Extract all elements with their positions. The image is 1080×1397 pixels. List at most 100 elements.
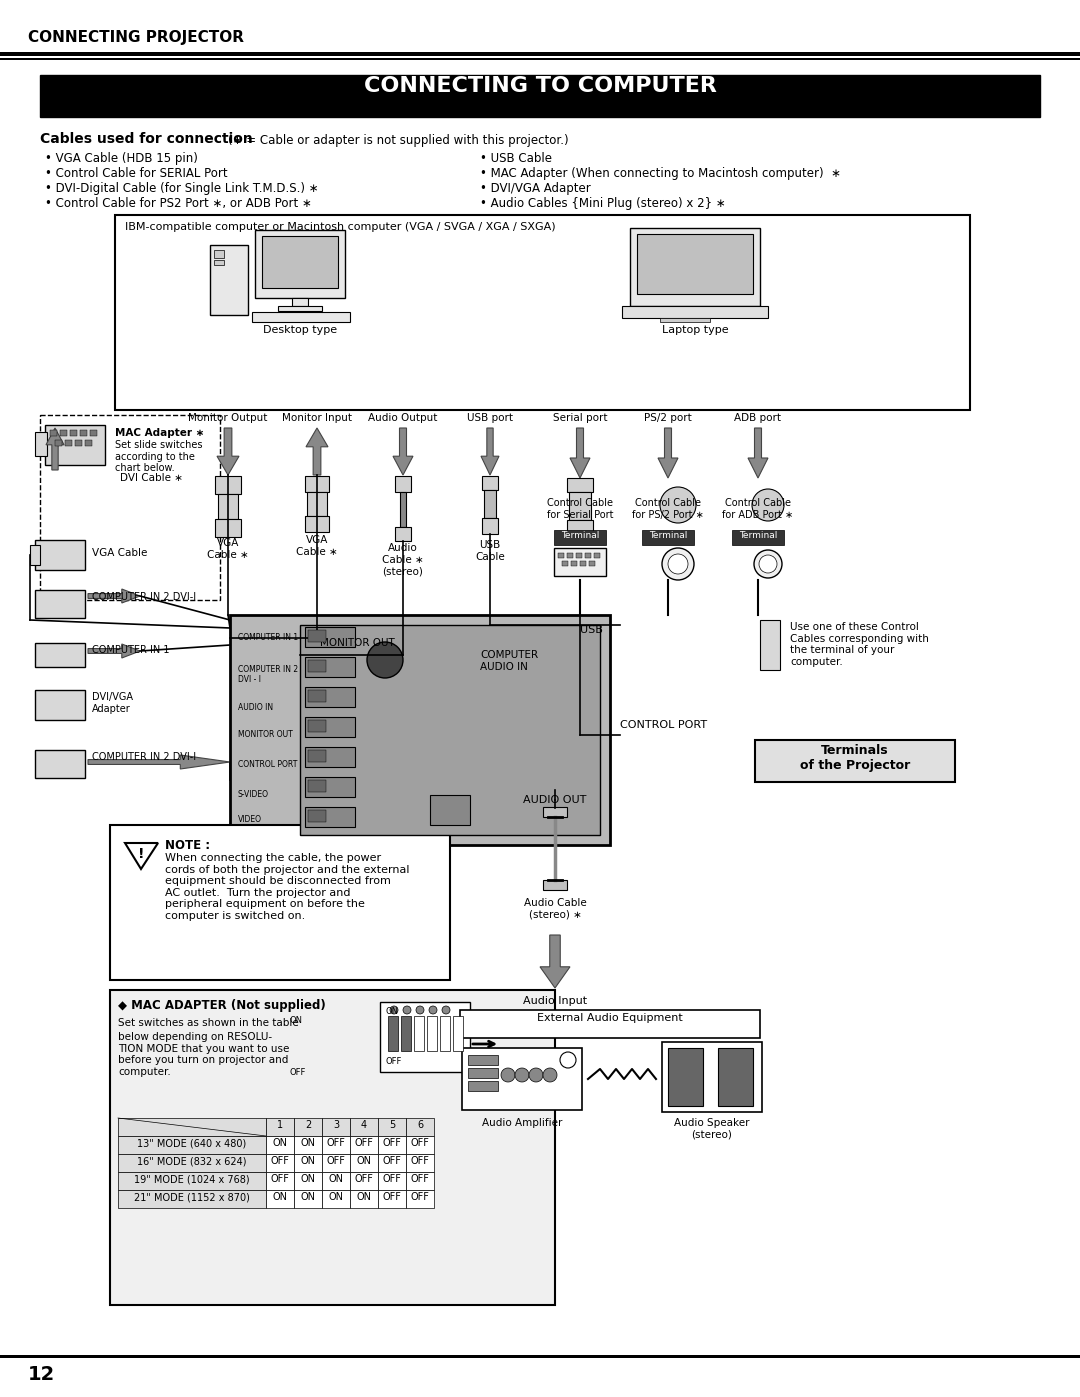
Bar — [294, 1118, 322, 1136]
Bar — [305, 717, 355, 738]
Text: VGA
Cable ∗: VGA Cable ∗ — [207, 538, 248, 560]
Bar — [0, 59, 1080, 60]
Text: Cables used for connection: Cables used for connection — [40, 131, 253, 147]
Text: COMPUTER IN 2 DVI-I: COMPUTER IN 2 DVI-I — [92, 592, 197, 602]
Bar — [308, 810, 326, 821]
Circle shape — [515, 1067, 529, 1083]
Bar — [55, 440, 62, 446]
Text: OFF: OFF — [410, 1192, 430, 1201]
Text: Audio Input: Audio Input — [523, 996, 588, 1006]
Circle shape — [416, 1006, 424, 1014]
Bar — [294, 1190, 322, 1208]
Text: Terminal: Terminal — [561, 531, 599, 541]
Bar — [642, 529, 694, 545]
Bar — [468, 1055, 498, 1065]
Bar — [543, 807, 567, 817]
Text: Audio Cable
(stereo) ∗: Audio Cable (stereo) ∗ — [524, 898, 586, 919]
Circle shape — [501, 1067, 515, 1083]
Text: OFF: OFF — [354, 1173, 374, 1185]
Text: 2: 2 — [305, 1120, 311, 1130]
Bar — [305, 777, 355, 798]
Bar — [118, 1172, 266, 1190]
Bar — [571, 562, 577, 566]
Text: 21" MODE (1152 x 870): 21" MODE (1152 x 870) — [134, 1192, 249, 1201]
Text: below depending on RESOLU-
TION MODE that you want to use
before you turn on pro: below depending on RESOLU- TION MODE tha… — [118, 1032, 289, 1077]
Bar — [378, 1172, 406, 1190]
Bar — [350, 1172, 378, 1190]
Bar — [305, 747, 355, 767]
Text: OFF: OFF — [410, 1173, 430, 1185]
Text: ON: ON — [300, 1139, 315, 1148]
Bar — [214, 260, 224, 265]
Text: NOTE :: NOTE : — [165, 840, 211, 852]
Bar — [430, 795, 470, 826]
Circle shape — [660, 488, 696, 522]
Bar — [110, 826, 450, 981]
Bar — [468, 1081, 498, 1091]
Bar — [0, 52, 1080, 56]
Text: Terminal: Terminal — [649, 531, 687, 541]
Text: CONTROL PORT: CONTROL PORT — [620, 719, 707, 731]
Text: ON: ON — [272, 1139, 287, 1148]
Bar — [760, 620, 780, 671]
Bar — [380, 1002, 470, 1071]
Bar — [585, 553, 591, 557]
Bar — [294, 1136, 322, 1154]
Circle shape — [561, 1052, 576, 1067]
Bar — [118, 1154, 266, 1172]
Bar — [660, 319, 710, 321]
Bar — [322, 1190, 350, 1208]
Bar — [308, 780, 326, 792]
Bar — [305, 627, 355, 647]
Text: OFF: OFF — [326, 1155, 346, 1166]
Text: ON: ON — [328, 1192, 343, 1201]
Text: OFF: OFF — [326, 1139, 346, 1148]
Text: OFF: OFF — [382, 1173, 402, 1185]
Bar — [732, 529, 784, 545]
Text: ON: ON — [356, 1155, 372, 1166]
Bar — [406, 1118, 434, 1136]
Text: OFF: OFF — [410, 1139, 430, 1148]
Text: PS/2 port: PS/2 port — [644, 414, 692, 423]
Bar — [567, 520, 593, 534]
Circle shape — [662, 548, 694, 580]
Bar — [294, 1154, 322, 1172]
Bar — [300, 624, 600, 835]
Text: Terminal: Terminal — [739, 531, 778, 541]
Bar — [378, 1190, 406, 1208]
Circle shape — [669, 555, 688, 574]
Bar — [662, 1042, 762, 1112]
Text: DVI Cable ∗: DVI Cable ∗ — [120, 474, 183, 483]
Text: OFF: OFF — [410, 1155, 430, 1166]
Text: Monitor Output: Monitor Output — [188, 414, 268, 423]
Bar — [266, 1190, 294, 1208]
Bar — [75, 440, 82, 446]
Circle shape — [403, 1006, 411, 1014]
Circle shape — [390, 1006, 399, 1014]
Bar — [35, 643, 85, 666]
Text: Audio Speaker
(stereo): Audio Speaker (stereo) — [674, 1118, 750, 1140]
Text: (∗ = Cable or adapter is not supplied with this projector.): (∗ = Cable or adapter is not supplied wi… — [228, 134, 569, 147]
Polygon shape — [217, 427, 239, 475]
Text: VGA Cable: VGA Cable — [92, 548, 147, 557]
Text: Control Cable
for Serial Port: Control Cable for Serial Port — [546, 497, 613, 520]
Bar — [554, 529, 606, 545]
Polygon shape — [540, 935, 570, 988]
Bar — [406, 1136, 434, 1154]
Bar — [266, 1172, 294, 1190]
Circle shape — [752, 489, 784, 521]
Text: External Audio Equipment: External Audio Equipment — [537, 1013, 683, 1023]
Text: ON: ON — [272, 1192, 287, 1201]
Text: 3: 3 — [333, 1120, 339, 1130]
Bar — [440, 1016, 450, 1051]
Text: IBM-compatible computer or Macintosh computer (VGA / SVGA / XGA / SXGA): IBM-compatible computer or Macintosh com… — [125, 222, 555, 232]
Text: 19" MODE (1024 x 768): 19" MODE (1024 x 768) — [134, 1173, 249, 1185]
Bar — [118, 1118, 266, 1136]
Bar — [230, 615, 610, 845]
Text: Monitor Input: Monitor Input — [282, 414, 352, 423]
Bar — [395, 476, 411, 492]
Text: Set slide switches
according to the
chart below.: Set slide switches according to the char… — [114, 440, 203, 474]
Text: 16" MODE (832 x 624): 16" MODE (832 x 624) — [137, 1155, 246, 1166]
Text: ON: ON — [300, 1192, 315, 1201]
Text: OFF: OFF — [354, 1139, 374, 1148]
